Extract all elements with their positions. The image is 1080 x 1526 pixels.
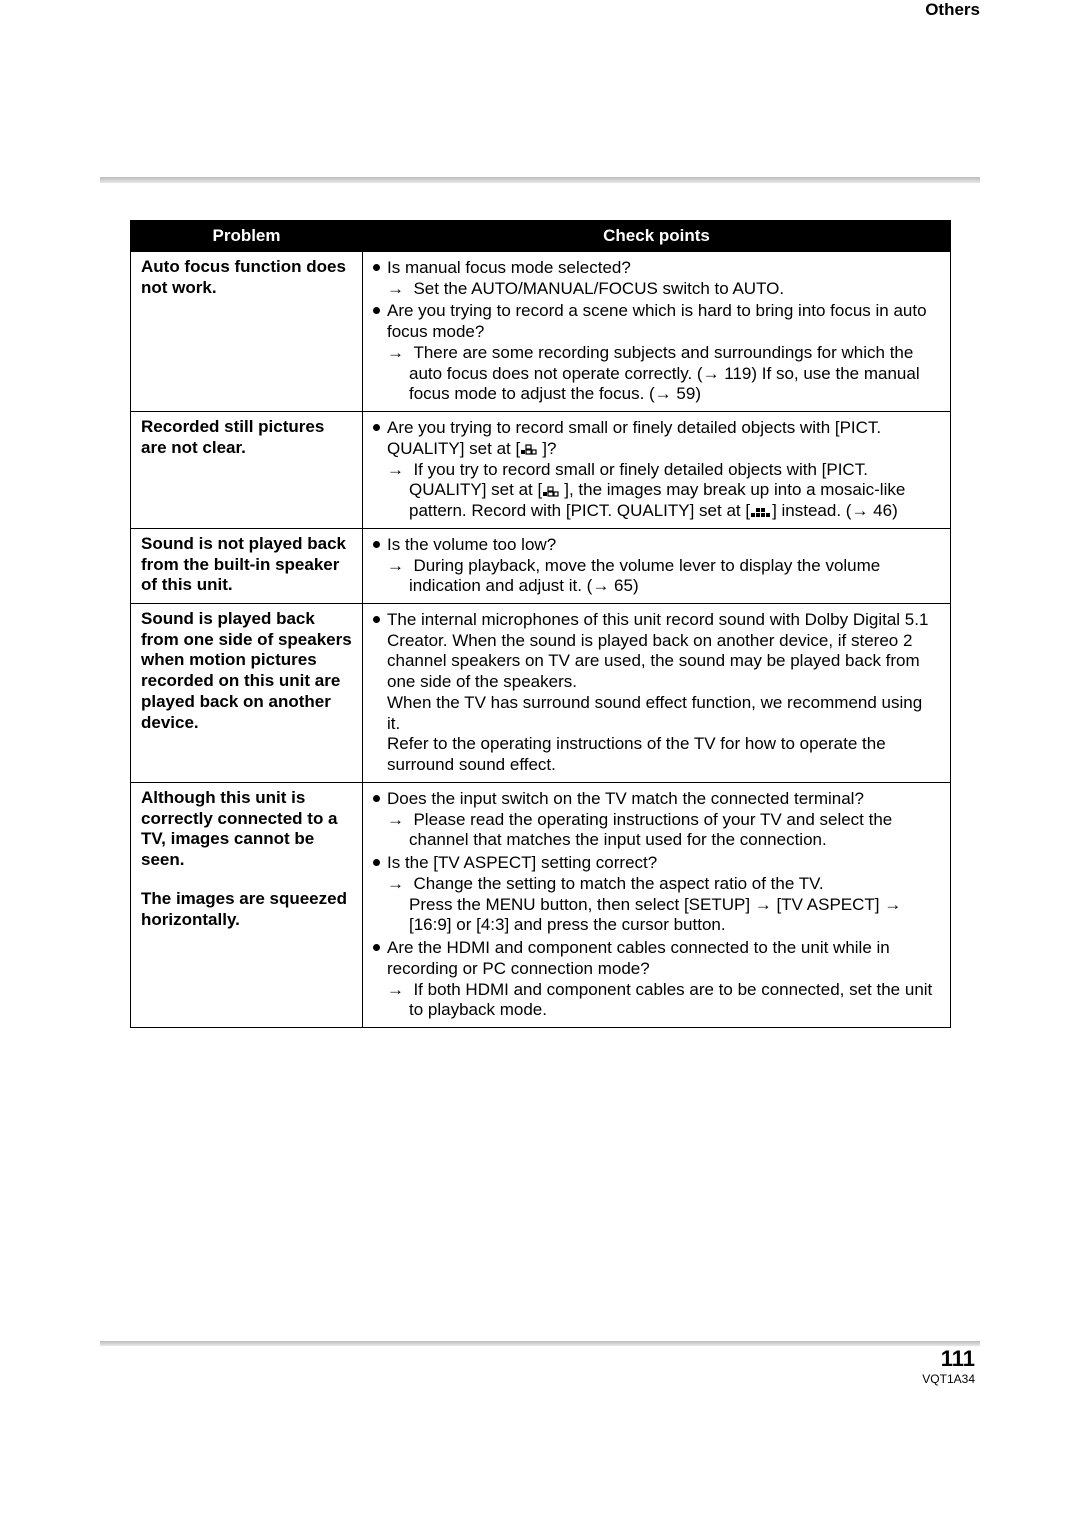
table-row: Recorded still pictures are not clear.Ar…: [131, 412, 951, 529]
col-header-check: Check points: [363, 221, 951, 252]
manual-page: Others Problem Check points Auto focus f…: [0, 0, 1080, 1526]
page-number: 111: [941, 1346, 975, 1371]
checkpoints-cell: Is the volume too low?During playback, m…: [363, 528, 951, 603]
bottom-divider: [100, 1341, 980, 1346]
table-row: Auto focus function does not work.Is man…: [131, 252, 951, 412]
troubleshooting-table: Problem Check points Auto focus function…: [130, 220, 950, 1028]
table-row: Although this unit is correctly connecte…: [131, 782, 951, 1027]
problem-cell: Sound is not played back from the built-…: [131, 528, 363, 603]
problem-cell: Auto focus function does not work.: [131, 252, 363, 412]
problem-cell: Although this unit is correctly connecte…: [131, 782, 363, 1027]
doc-code: VQT1A34: [922, 1372, 975, 1386]
section-label: Others: [925, 0, 980, 20]
col-header-problem: Problem: [131, 221, 363, 252]
checkpoints-cell: The internal microphones of this unit re…: [363, 604, 951, 783]
problem-cell: Recorded still pictures are not clear.: [131, 412, 363, 529]
checkpoints-cell: Is manual focus mode selected?Set the AU…: [363, 252, 951, 412]
problem-cell: Sound is played back from one side of sp…: [131, 604, 363, 783]
checkpoints-cell: Are you trying to record small or finely…: [363, 412, 951, 529]
page-number-block: 111 VQT1A34: [922, 1346, 975, 1386]
table-row: Sound is not played back from the built-…: [131, 528, 951, 603]
checkpoints-cell: Does the input switch on the TV match th…: [363, 782, 951, 1027]
table-row: Sound is played back from one side of sp…: [131, 604, 951, 783]
top-divider: [100, 177, 980, 183]
